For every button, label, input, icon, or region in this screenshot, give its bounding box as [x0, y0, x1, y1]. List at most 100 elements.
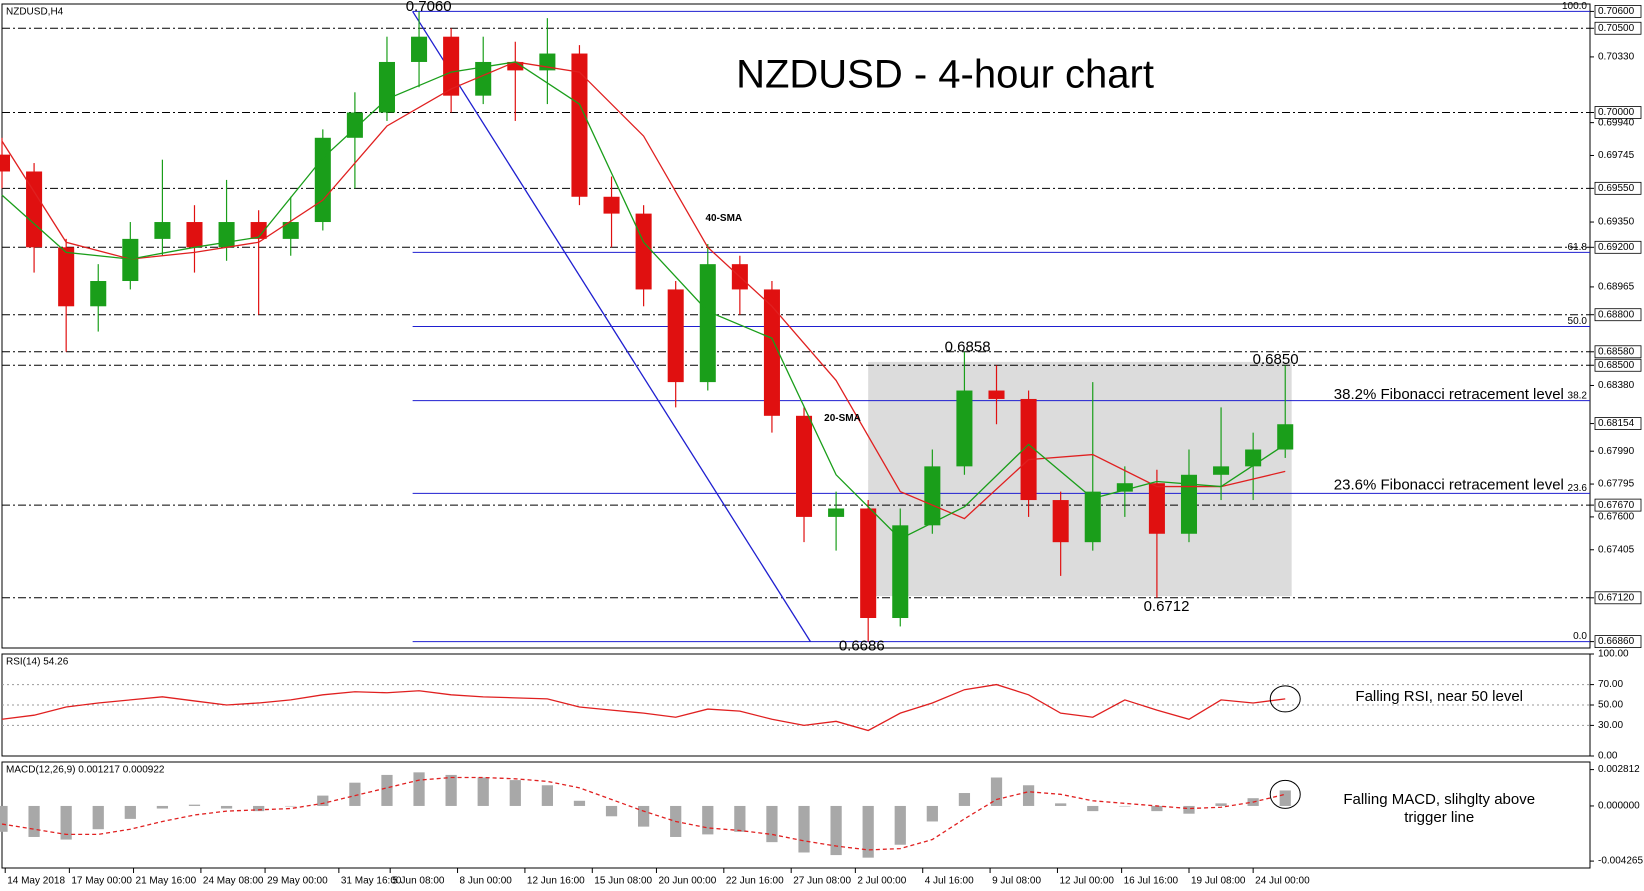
macd-bar: [28, 805, 40, 837]
y-tick-label: 70.00: [1598, 679, 1623, 690]
panel-frame: [1, 653, 1591, 757]
y-tick-label: 0.68580: [1598, 346, 1635, 357]
panel-label: MACD(12,26,9) 0.001217 0.000922: [6, 765, 165, 776]
y-tick-label: 0.70330: [1598, 52, 1635, 63]
highlight-circle: [1269, 685, 1301, 713]
highlight-circle: [1269, 779, 1301, 809]
candle-body: [763, 289, 780, 416]
fib-label: 38.2: [1568, 390, 1588, 401]
candle-body: [26, 171, 43, 248]
macd-bar: [926, 805, 938, 822]
candle-body: [1052, 500, 1069, 543]
price-box: [1594, 181, 1642, 195]
candle-body: [58, 247, 75, 307]
panel-label: RSI(14) 54.26: [6, 657, 69, 668]
macd-bar: [766, 805, 778, 843]
annotation: trigger line: [1404, 809, 1474, 826]
x-tick-label: 9 Jul 08:00: [992, 876, 1041, 887]
macd-bar: [1183, 805, 1195, 814]
x-tick-label: 16 Jul 16:00: [1124, 876, 1179, 887]
y-tick-label: 0.67120: [1598, 592, 1635, 603]
macd-bar: [894, 805, 906, 845]
trendline: [412, 11, 811, 642]
y-tick-label: 0.70500: [1598, 23, 1635, 34]
annotation: Falling MACD, slihglty above: [1343, 791, 1535, 808]
sma-line: [1, 61, 1286, 520]
y-tick-label: 0.68154: [1598, 418, 1635, 429]
macd-bar: [509, 780, 521, 806]
macd-bar: [798, 805, 810, 853]
series-label: 20-SMA: [824, 413, 861, 424]
panel-label: NZDUSD,H4: [6, 7, 64, 18]
candle-body: [956, 390, 973, 467]
x-tick-label: 12 Jun 16:00: [527, 876, 585, 887]
macd-bar: [124, 805, 136, 819]
candle-body: [507, 61, 524, 71]
macd-bar: [188, 804, 201, 806]
macd-bar: [958, 793, 971, 806]
fib-label: 23.6: [1568, 483, 1588, 494]
macd-bar: [1055, 803, 1067, 806]
x-tick-label: 14 May 2018: [7, 876, 65, 887]
y-tick-label: 0.68965: [1598, 282, 1635, 293]
candle-body: [282, 222, 299, 239]
candle-body: [667, 289, 684, 383]
macd-bar: [1087, 805, 1099, 812]
sma-line: [1, 61, 1286, 540]
candle-body: [603, 196, 620, 214]
y-tick-label: 0.00: [1598, 751, 1618, 762]
candle-body: [154, 222, 171, 239]
x-tick-label: 12 Jul 00:00: [1059, 876, 1114, 887]
x-tick-label: 29 May 00:00: [267, 876, 328, 887]
macd-bar: [349, 782, 361, 806]
macd-bar: [413, 772, 425, 806]
x-tick-label: 21 May 16:00: [136, 876, 197, 887]
x-tick-label: 17 May 00:00: [71, 876, 132, 887]
annotation: 0.6712: [1144, 598, 1190, 615]
y-tick-label: 0.000000: [1598, 801, 1640, 812]
x-tick-label: 24 May 08:00: [203, 876, 264, 887]
macd-bar: [92, 805, 104, 830]
macd-bar: [1215, 803, 1227, 806]
price-box: [1594, 498, 1642, 512]
price-box: [1594, 240, 1642, 254]
x-tick-label: 19 Jul 08:00: [1191, 876, 1246, 887]
y-tick-label: -0.004265: [1598, 856, 1643, 867]
x-tick-label: 20 Jun 00:00: [658, 876, 716, 887]
candle-body: [860, 508, 877, 619]
y-tick-label: 100.00: [1598, 649, 1629, 660]
macd-bar: [0, 805, 8, 832]
candle-body: [988, 390, 1005, 399]
annotation: 0.6850: [1253, 351, 1299, 368]
macd-bar: [638, 805, 650, 827]
macd-bar: [1151, 805, 1163, 812]
y-tick-label: 0.69745: [1598, 150, 1635, 161]
y-tick-label: 0.69550: [1598, 183, 1635, 194]
macd-bar: [445, 774, 457, 806]
candle-body: [1180, 474, 1198, 534]
candle-body: [186, 222, 203, 248]
fib-label: 0.0: [1573, 631, 1587, 642]
candle-body: [892, 525, 909, 619]
x-tick-label: 27 Jun 08:00: [793, 876, 851, 887]
candle-body: [1084, 491, 1101, 543]
macd-bar: [990, 777, 1003, 806]
candle-body: [571, 53, 588, 197]
candle-body: [250, 222, 267, 239]
macd-bar: [605, 805, 618, 817]
annotation: 38.2% Fibonacci retracement level: [1334, 386, 1564, 403]
rsi-line: [1, 683, 1286, 732]
annotation: 0.7060: [406, 0, 452, 15]
candle-body: [475, 61, 492, 96]
price-box: [1594, 345, 1642, 359]
macd-bar: [1279, 790, 1291, 806]
fib-label: 50.0: [1568, 316, 1588, 327]
candle-body: [378, 61, 395, 113]
signal-line: [1, 776, 1286, 851]
series-label: 40-SMA: [705, 213, 742, 224]
candle-body: [796, 415, 813, 517]
macd-bar: [573, 800, 586, 806]
macd-bar: [830, 805, 842, 856]
y-tick-label: 0.67795: [1598, 479, 1635, 490]
candle-body: [443, 36, 460, 96]
